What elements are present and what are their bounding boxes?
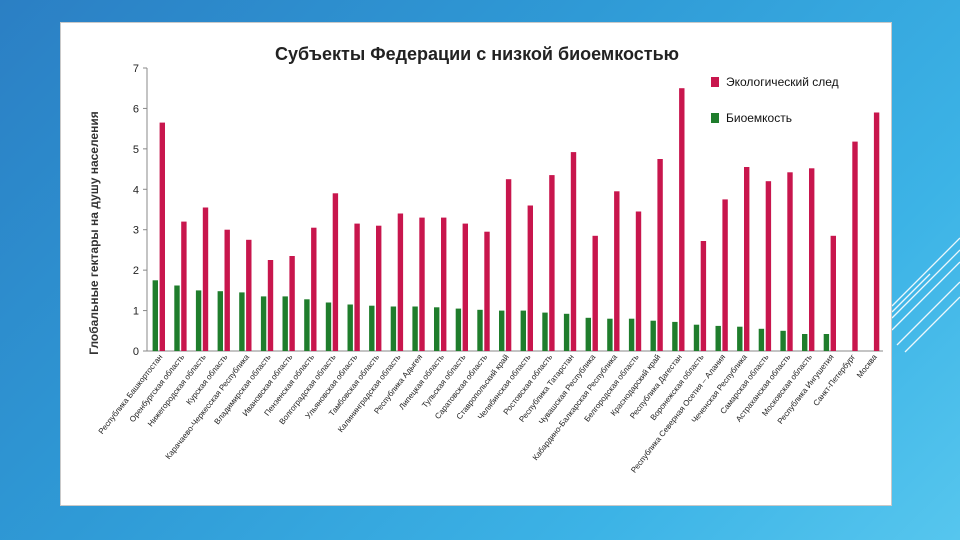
- bar-biocapacity: [347, 304, 353, 351]
- bar-ecological-footprint: [830, 235, 836, 351]
- bar-biocapacity: [499, 310, 505, 351]
- bar-biocapacity: [520, 310, 526, 351]
- bar-biocapacity: [672, 321, 678, 351]
- bar-ecological-footprint: [289, 256, 295, 351]
- bar-ecological-footprint: [311, 227, 317, 351]
- bar-biocapacity: [412, 306, 418, 351]
- bar-biocapacity: [217, 291, 223, 351]
- bar-ecological-footprint: [267, 260, 274, 351]
- bar-ecological-footprint: [505, 179, 512, 351]
- bar-biocapacity: [390, 306, 397, 351]
- bar-ecological-footprint: [484, 231, 490, 351]
- bar-ecological-footprint: [765, 181, 772, 351]
- bar-biocapacity: [780, 330, 786, 351]
- y-tick-label: 5: [133, 144, 139, 156]
- bar-biocapacity: [542, 312, 548, 351]
- bar-ecological-footprint: [397, 213, 404, 351]
- legend-swatch: [711, 77, 719, 87]
- bar-biocapacity: [260, 296, 267, 351]
- bar-ecological-footprint: [700, 241, 707, 351]
- bar-ecological-footprint: [744, 167, 750, 351]
- chart-card: Субъекты Федерации с низкой биоемкостью …: [60, 22, 892, 506]
- y-tick-label: 7: [133, 63, 139, 75]
- bar-ecological-footprint: [570, 152, 577, 351]
- bar-biocapacity: [477, 309, 483, 351]
- bar-ecological-footprint: [376, 225, 382, 351]
- bar-ecological-footprint: [852, 141, 858, 351]
- chart: Субъекты Федерации с низкой биоемкостью …: [87, 44, 883, 475]
- bar-biocapacity: [693, 324, 700, 351]
- bar-biocapacity: [304, 299, 310, 351]
- bar-ecological-footprint: [614, 191, 620, 351]
- chart-title: Субъекты Федерации с низкой биоемкостью: [275, 44, 679, 64]
- bar-biocapacity: [195, 290, 202, 351]
- legend: Экологический след Биоемкость: [711, 75, 839, 125]
- bar-ecological-footprint: [549, 175, 555, 351]
- bar-biocapacity: [325, 302, 332, 351]
- bar-biocapacity: [282, 296, 288, 351]
- bar-ecological-footprint: [419, 217, 425, 351]
- y-tick-label: 3: [133, 225, 139, 237]
- bar-ecological-footprint: [722, 199, 728, 351]
- bar-ecological-footprint: [527, 205, 533, 351]
- bar-ecological-footprint: [635, 211, 642, 351]
- bar-ecological-footprint: [462, 223, 468, 351]
- y-tick-label: 1: [133, 306, 139, 318]
- y-tick-label: 4: [133, 184, 139, 196]
- bar-biocapacity: [628, 318, 635, 351]
- legend-swatch: [711, 113, 719, 123]
- bar-biocapacity: [585, 317, 591, 351]
- bar-ecological-footprint: [181, 221, 187, 351]
- bar-biocapacity: [607, 318, 613, 351]
- bar-ecological-footprint: [202, 207, 209, 351]
- bar-ecological-footprint: [441, 217, 447, 351]
- bar-biocapacity: [802, 334, 808, 351]
- bar-ecological-footprint: [246, 239, 252, 351]
- y-tick-label: 2: [133, 265, 139, 277]
- bar-ecological-footprint: [657, 159, 663, 351]
- bar-biocapacity: [152, 280, 158, 352]
- bar-ecological-footprint: [679, 88, 685, 351]
- bar-ecological-footprint: [354, 223, 360, 351]
- bar-biocapacity: [455, 308, 462, 351]
- legend-label: Биоемкость: [726, 111, 792, 125]
- bar-ecological-footprint: [873, 112, 880, 351]
- bar-biocapacity: [563, 313, 570, 351]
- bar-biocapacity: [174, 285, 180, 351]
- bar-biocapacity: [369, 305, 375, 351]
- bar-ecological-footprint: [592, 235, 598, 351]
- bar-ecological-footprint: [809, 168, 815, 351]
- bar-biocapacity: [737, 326, 743, 351]
- y-tick-label: 0: [133, 346, 139, 358]
- x-tick-label: Москва: [855, 352, 879, 379]
- bar-biocapacity: [239, 292, 245, 351]
- bar-ecological-footprint: [787, 172, 793, 351]
- y-axis-title: Глобальные гектары на душу населения: [87, 111, 101, 354]
- legend-label: Экологический след: [726, 75, 839, 89]
- bar-biocapacity: [758, 328, 765, 351]
- y-tick-label: 6: [133, 103, 139, 115]
- bar-biocapacity: [650, 320, 656, 351]
- bar-ecological-footprint: [224, 229, 230, 351]
- bar-biocapacity: [434, 307, 440, 351]
- bar-biocapacity: [823, 334, 830, 351]
- bar-biocapacity: [715, 325, 721, 351]
- bar-ecological-footprint: [332, 193, 339, 351]
- bar-ecological-footprint: [159, 122, 165, 351]
